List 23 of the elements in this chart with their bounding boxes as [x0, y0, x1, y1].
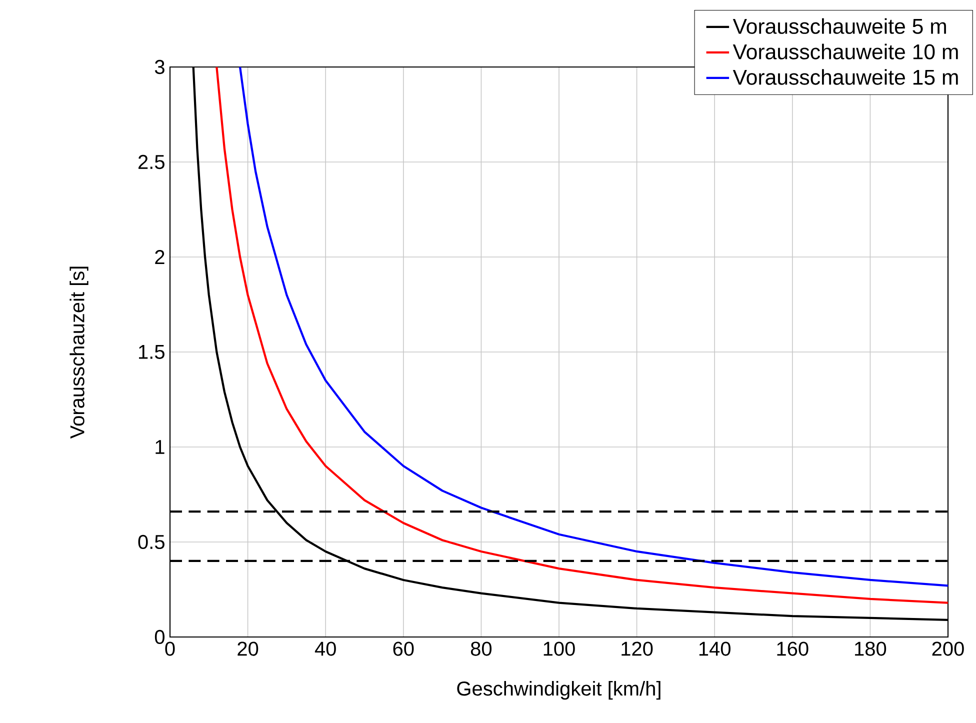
legend-label: Vorausschauweite 15 m	[732, 69, 958, 85]
x-tick-label: 0	[165, 642, 175, 656]
x-tick-label: 180	[855, 642, 886, 656]
y-tick-label: 1.5	[139, 345, 164, 359]
legend-label: Vorausschauweite 5 m	[732, 18, 946, 34]
y-tick-label: 1	[156, 440, 164, 454]
y-tick-label: 2	[155, 250, 164, 264]
x-tick-label: 200	[932, 642, 964, 656]
x-tick-label: 80	[470, 642, 492, 656]
x-tick-label: 20	[238, 642, 258, 656]
x-tick-label: 160	[777, 642, 808, 656]
x-tick-label: 120	[622, 642, 653, 656]
y-tick-label: 2.5	[138, 154, 164, 170]
y-tick-label: 0	[154, 630, 164, 644]
x-tick-label: 60	[393, 642, 414, 656]
x-tick-label: 100	[544, 642, 575, 656]
y-tick-label: 3	[154, 60, 164, 74]
x-tick-label: 140	[699, 642, 730, 656]
legend-label: Vorausschauweite 10 m	[732, 44, 958, 60]
x-axis-title: Geschwindigkeit [km/h]	[457, 681, 660, 700]
y-tick-label: 0.5	[138, 534, 164, 550]
x-tick-label: 40	[314, 642, 336, 656]
y-axis-title: Vorausschauzeit [s]	[70, 266, 88, 439]
